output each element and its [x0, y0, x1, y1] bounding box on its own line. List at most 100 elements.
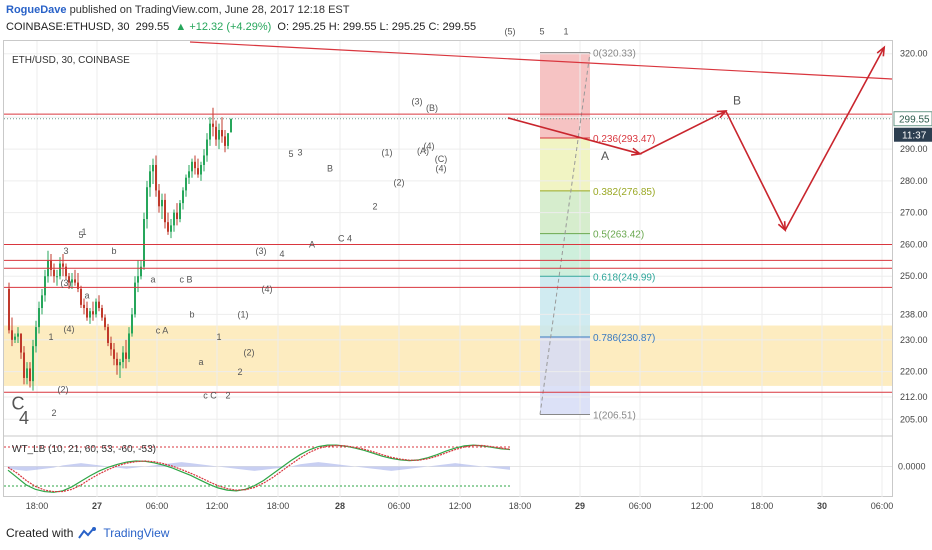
fib-zone — [540, 52, 590, 139]
tradingview-brand[interactable]: TradingView — [103, 526, 170, 540]
candle-body — [80, 288, 82, 305]
fib-zone — [540, 138, 590, 191]
price-tick-label: 220.00 — [900, 367, 928, 377]
wave-label: a — [84, 290, 89, 300]
candle-body — [107, 327, 109, 343]
wave-label: B — [327, 163, 333, 173]
price-tick-label: 230.00 — [900, 335, 928, 345]
candle-body — [215, 126, 217, 140]
wave-label: (C) — [435, 154, 448, 164]
wave-label: 5 — [78, 230, 83, 240]
candle-body — [11, 330, 13, 340]
candle-body — [110, 342, 112, 350]
price-tick-label: 250.00 — [900, 271, 928, 281]
fib-level-label: 0.618(249.99) — [593, 272, 655, 283]
candle-body — [32, 346, 34, 382]
candle-body — [71, 279, 73, 283]
time-tick-label: 27 — [92, 501, 102, 511]
candle-body — [89, 311, 91, 318]
candle-body — [8, 288, 10, 331]
candle-body — [65, 266, 67, 277]
projection-label: A — [601, 149, 609, 163]
candle-body — [230, 118, 232, 133]
wave-label: (3) — [61, 278, 72, 288]
candle-body — [200, 164, 202, 175]
candle-body — [221, 130, 223, 137]
wave-label: 1 — [81, 227, 86, 237]
wave-label: 3 — [63, 246, 68, 256]
wave-label: A — [309, 240, 315, 250]
candle-body — [206, 139, 208, 156]
wave-label: 5 — [539, 27, 544, 37]
author-name[interactable]: RogueDave — [6, 4, 67, 16]
wave-label: a — [150, 275, 155, 285]
wave-label: 4 — [19, 408, 29, 428]
candle-body — [176, 212, 178, 220]
countdown-tag-label: 11:37 — [902, 131, 927, 142]
candle-body — [128, 333, 130, 359]
price-tick-label: 205.00 — [900, 414, 928, 424]
candles-layer — [8, 107, 232, 391]
projection-arrow — [784, 46, 885, 231]
footer: Created with TradingView — [6, 526, 169, 540]
countdown-tag — [894, 127, 932, 142]
time-tick-label: 18:00 — [267, 501, 290, 511]
projection-label: B — [733, 94, 741, 108]
candle-body — [194, 161, 196, 169]
wave-label: C — [12, 394, 25, 414]
last-price: 299.55 — [135, 21, 170, 33]
time-tick-label: 18:00 — [509, 501, 532, 511]
fib-zone — [540, 233, 590, 277]
wave-label: 2 — [372, 201, 377, 211]
candle-body — [203, 155, 205, 165]
time-tick-label: 12:00 — [206, 501, 229, 511]
wave-label: (4) — [424, 141, 435, 151]
candle-body — [14, 336, 16, 340]
wave-label: (A) — [417, 146, 429, 156]
wave-label: (4) — [262, 284, 273, 294]
fib-level-label: 0.786(230.87) — [593, 333, 655, 344]
candle-body — [35, 327, 37, 347]
wave-label: (1) — [382, 147, 393, 157]
wave-label: C 4 — [338, 233, 352, 243]
resistance-trendline — [189, 41, 893, 80]
symbol-info-bar: COINBASE:ETHUSD, 30 299.55 ▲ +12.32 (+4.… — [6, 21, 476, 33]
wave-label: (3) — [412, 97, 423, 107]
ohlc-values: O: 295.25 H: 299.55 L: 295.25 C: 299.55 — [277, 21, 477, 33]
candle-body — [191, 161, 193, 172]
wave-label: 4 — [279, 249, 284, 259]
wave-label: b — [111, 246, 116, 256]
wt1-line — [7, 444, 511, 493]
wave-label: (4) — [436, 163, 447, 173]
candle-body — [41, 295, 43, 309]
wave-label: (1) — [238, 310, 249, 320]
time-tick-label: 28 — [335, 501, 345, 511]
candle-body — [218, 130, 220, 140]
price-tick-label: 270.00 — [900, 208, 928, 218]
candle-body — [143, 219, 145, 267]
wave-label: 5 — [288, 149, 293, 159]
price-change: ▲ +12.32 (+4.29%) — [175, 21, 272, 33]
chart-legend: ETH/USD, 30, COINBASE — [12, 55, 130, 66]
wave-label: 2 — [237, 367, 242, 377]
candle-body — [146, 187, 148, 220]
background-layer — [4, 52, 892, 415]
fib-zone — [540, 337, 590, 415]
price-tick-label: 290.00 — [900, 144, 928, 154]
wave-label: 1 — [48, 332, 53, 342]
candle-body — [59, 263, 61, 277]
candle-body — [188, 171, 190, 178]
candle-body — [77, 282, 79, 289]
candle-body — [164, 199, 166, 223]
price-tick-label: 320.00 — [900, 49, 928, 59]
last-price-tag — [893, 111, 932, 127]
oscillator-layer: 0.0000 — [4, 435, 926, 493]
candle-body — [101, 308, 103, 318]
candle-body — [119, 362, 121, 366]
wave-label: (B) — [426, 103, 438, 113]
time-tick-label: 06:00 — [146, 501, 169, 511]
candle-body — [140, 266, 142, 277]
candle-body — [20, 333, 22, 353]
candle-body — [167, 222, 169, 232]
